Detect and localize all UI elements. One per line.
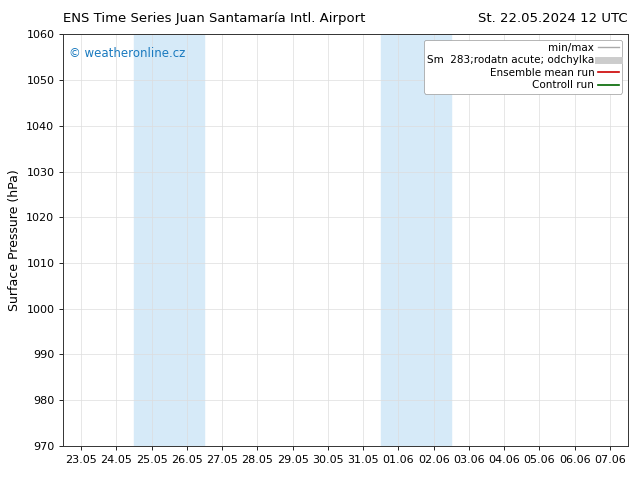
Bar: [134, 34, 204, 446]
Text: St. 22.05.2024 12 UTC: St. 22.05.2024 12 UTC: [478, 12, 628, 25]
Bar: [381, 34, 451, 446]
Y-axis label: Surface Pressure (hPa): Surface Pressure (hPa): [8, 169, 21, 311]
Text: © weatheronline.cz: © weatheronline.cz: [69, 47, 185, 60]
Text: ENS Time Series Juan Santamaría Intl. Airport: ENS Time Series Juan Santamaría Intl. Ai…: [63, 12, 366, 25]
Legend: min/max, Sm  283;rodatn acute; odchylka, Ensemble mean run, Controll run: min/max, Sm 283;rodatn acute; odchylka, …: [424, 40, 623, 94]
